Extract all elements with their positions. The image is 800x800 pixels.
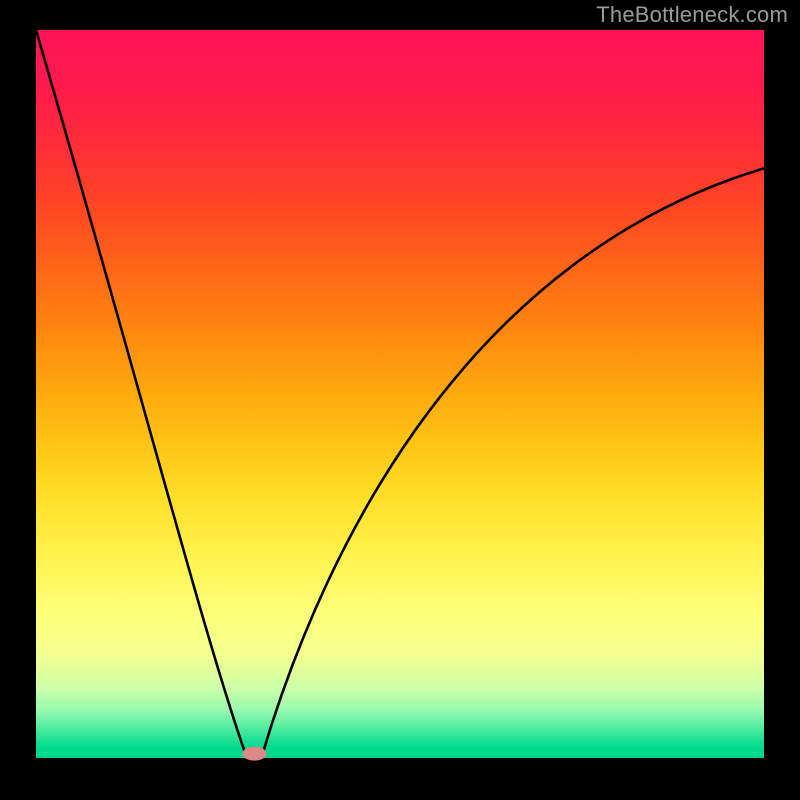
watermark-text: TheBottleneck.com — [596, 2, 788, 28]
chart-plot-area — [36, 30, 764, 758]
optimal-marker — [242, 747, 266, 761]
bottleneck-chart — [0, 0, 800, 800]
